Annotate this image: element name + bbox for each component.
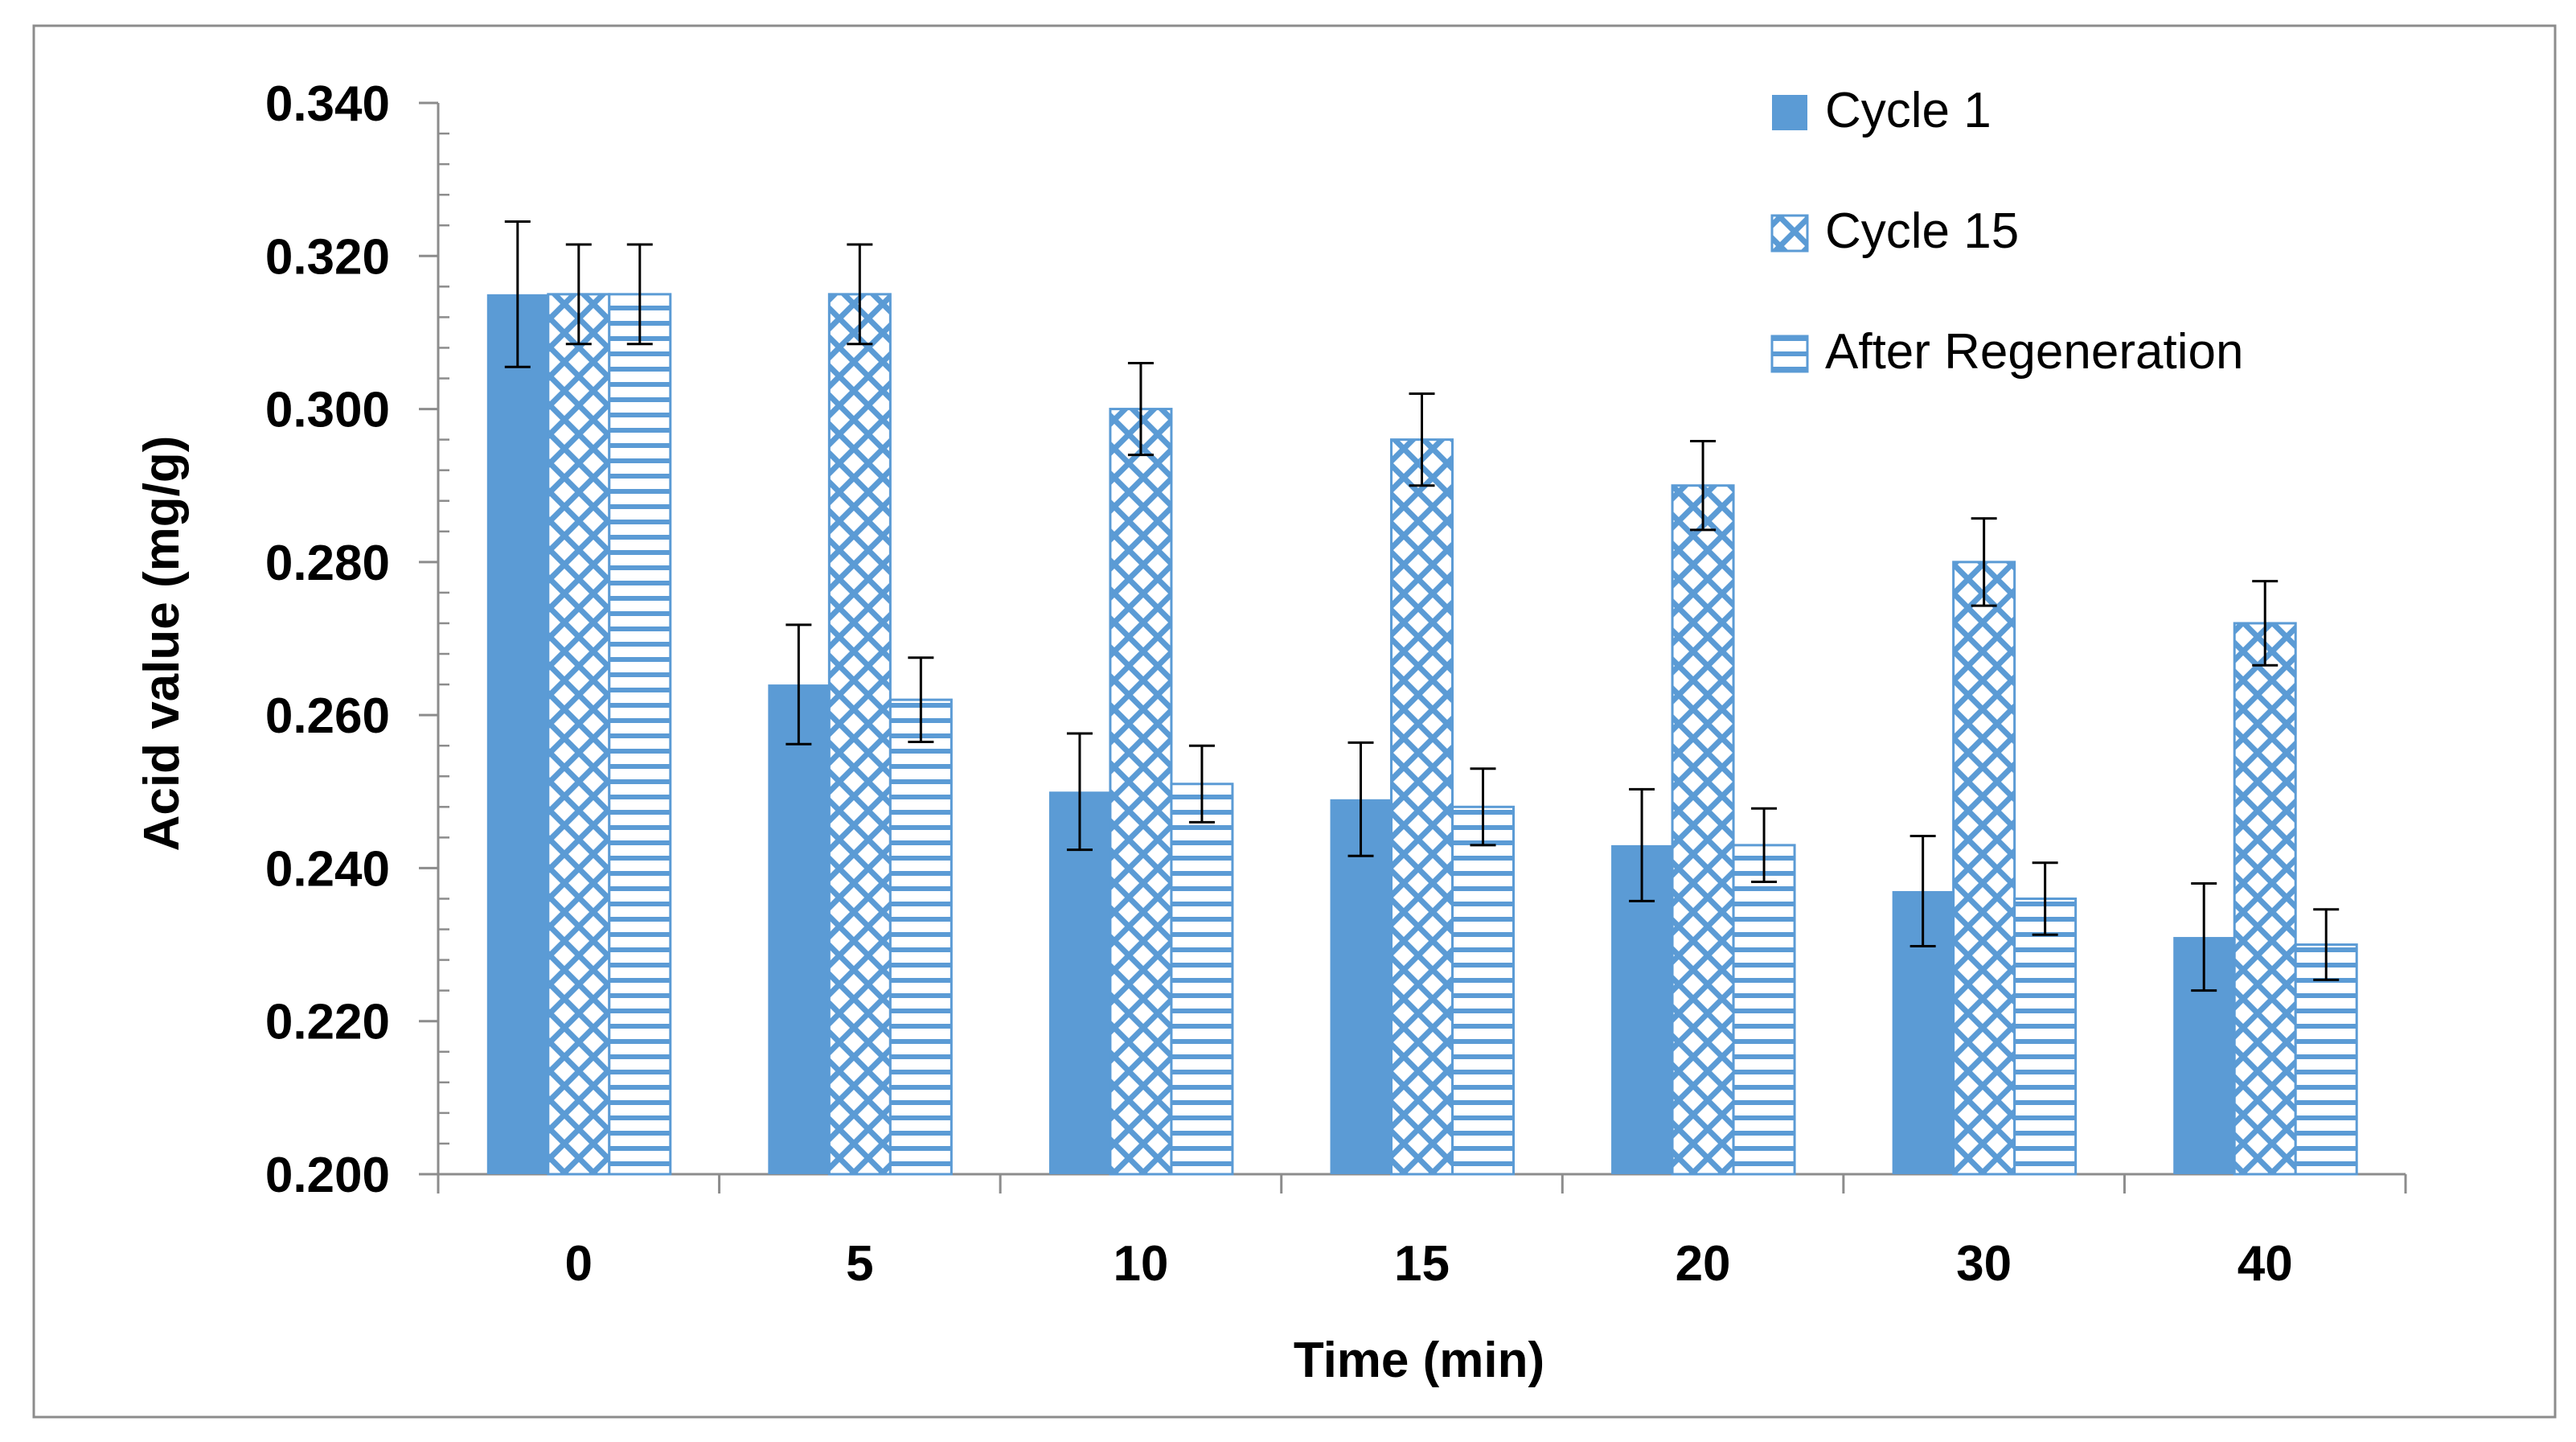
bar-after-regeneration bbox=[608, 293, 672, 1176]
bar-cycle-15 bbox=[547, 293, 611, 1176]
legend-swatch-cycle-1 bbox=[1772, 95, 1807, 130]
bar-cycle-1 bbox=[1330, 799, 1392, 1174]
legend-swatch-cycle-15 bbox=[1770, 214, 1809, 253]
legend-swatch-after-regeneration bbox=[1770, 335, 1809, 373]
x-tick-label: 5 bbox=[846, 1236, 873, 1292]
bar-cycle-15 bbox=[827, 293, 892, 1176]
chart-border bbox=[32, 24, 2557, 1419]
legend-label-after-regeneration: After Regeneration bbox=[1825, 324, 2243, 380]
bar-cycle-1 bbox=[1048, 791, 1110, 1174]
bar-after-regeneration bbox=[1170, 783, 1234, 1176]
y-tick-label: 0.220 bbox=[265, 995, 390, 1050]
bar-cycle-1 bbox=[768, 684, 830, 1174]
y-tick-label: 0.300 bbox=[265, 383, 390, 438]
y-tick-label: 0.340 bbox=[265, 76, 390, 132]
y-axis-title: Acid value (mg/g) bbox=[134, 436, 190, 852]
bar-cycle-15 bbox=[1109, 408, 1173, 1176]
bar-after-regeneration bbox=[2294, 943, 2358, 1176]
legend-label-cycle-15: Cycle 15 bbox=[1825, 203, 2019, 259]
bar-after-regeneration bbox=[1732, 844, 1796, 1176]
x-tick-label: 15 bbox=[1394, 1236, 1450, 1292]
bar-after-regeneration bbox=[2013, 897, 2078, 1176]
x-tick-label: 10 bbox=[1113, 1236, 1168, 1292]
x-tick-label: 40 bbox=[2238, 1236, 2293, 1292]
x-tick-label: 0 bbox=[565, 1236, 593, 1292]
x-tick-label: 30 bbox=[1956, 1236, 2012, 1292]
bar-cycle-15 bbox=[1671, 484, 1735, 1176]
y-tick-label: 0.200 bbox=[265, 1148, 390, 1203]
legend: Cycle 1 Cycle 15 After Regeneration bbox=[1770, 83, 2243, 380]
x-tick-label: 20 bbox=[1676, 1236, 1731, 1292]
y-tick-label: 0.280 bbox=[265, 536, 390, 591]
bar-cycle-15 bbox=[2233, 622, 2297, 1176]
bar-cycle-15 bbox=[1952, 561, 2016, 1176]
bar-cycle-1 bbox=[486, 294, 548, 1174]
y-tick-label: 0.260 bbox=[265, 688, 390, 744]
y-tick-label: 0.240 bbox=[265, 841, 390, 897]
y-tick-label: 0.320 bbox=[265, 229, 390, 285]
x-axis-title: Time (min) bbox=[1294, 1333, 1544, 1388]
bar-after-regeneration bbox=[1451, 805, 1515, 1176]
legend-label-cycle-1: Cycle 1 bbox=[1825, 83, 1991, 138]
bar-after-regeneration bbox=[888, 698, 953, 1176]
bar-cycle-15 bbox=[1390, 438, 1454, 1176]
